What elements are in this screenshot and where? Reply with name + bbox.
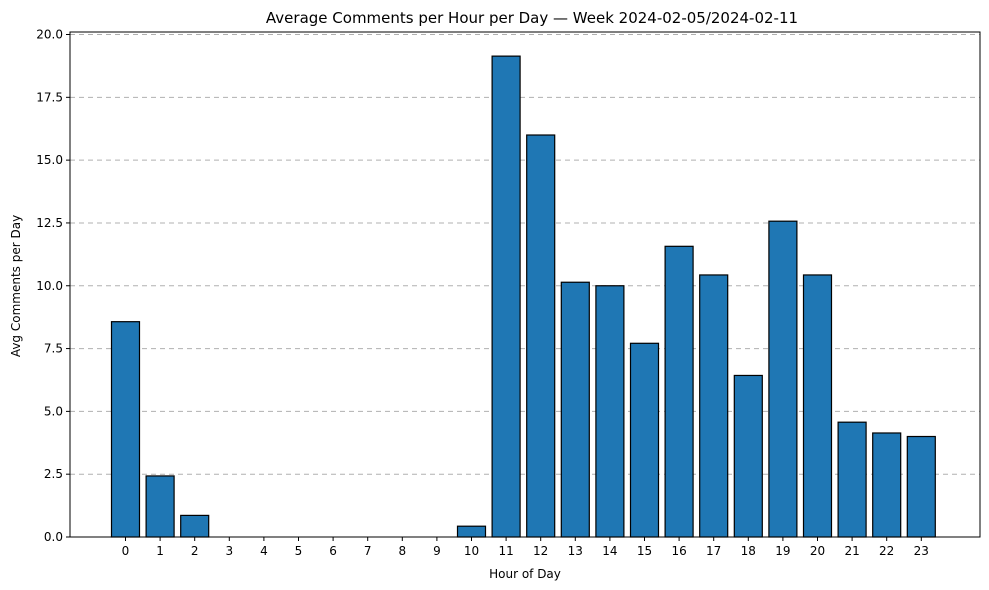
bar — [491, 55, 521, 538]
y-tick-label: 17.5 — [36, 90, 63, 104]
bar — [837, 421, 867, 538]
bar — [664, 245, 694, 538]
x-tick-label: 4 — [260, 544, 268, 558]
x-tick-label: 7 — [364, 544, 372, 558]
plot-frame — [69, 31, 981, 538]
x-tick-label: 3 — [225, 544, 233, 558]
y-tick-label: 5.0 — [44, 404, 63, 418]
chart-title: Average Comments per Hour per Day — Week… — [266, 9, 798, 27]
bar — [526, 134, 556, 538]
y-tick-label: 20.0 — [36, 28, 63, 42]
bar — [110, 321, 141, 538]
x-tick-label: 20 — [810, 544, 825, 558]
x-tick-label: 15 — [637, 544, 652, 558]
y-tick-label: 2.5 — [44, 467, 63, 481]
x-axis-label: Hour of Day — [489, 567, 561, 581]
y-tick-label: 15.0 — [36, 153, 63, 167]
y-tick-label: 12.5 — [36, 216, 63, 230]
y-tick-label: 10.0 — [36, 279, 63, 293]
x-tick-label: 11 — [498, 544, 513, 558]
y-tick-label: 7.5 — [44, 342, 63, 356]
x-tick-label: 12 — [533, 544, 548, 558]
bars — [110, 55, 936, 538]
x-tick-label: 0 — [122, 544, 130, 558]
x-tick-label: 1 — [156, 544, 164, 558]
x-tick-label: 14 — [602, 544, 617, 558]
y-axis-ticks: 0.0 2.5 5.0 7.5 10.0 12.5 15.0 17.5 20.0 — [36, 28, 70, 544]
bar — [906, 435, 936, 538]
x-axis-ticks: 0 1 2 3 4 5 6 7 8 9 10 11 12 13 14 15 16 17 18 19 20 21 22 23 — [122, 537, 929, 558]
bar — [802, 274, 833, 538]
bar — [456, 525, 487, 538]
bar — [699, 274, 729, 538]
bar — [872, 432, 902, 538]
x-tick-label: 19 — [775, 544, 790, 558]
x-tick-label: 23 — [914, 544, 929, 558]
y-tick-label: 0.0 — [44, 530, 63, 544]
bar — [180, 514, 210, 538]
x-tick-label: 22 — [879, 544, 894, 558]
x-tick-label: 8 — [398, 544, 406, 558]
x-tick-label: 5 — [295, 544, 303, 558]
bar — [733, 374, 763, 538]
x-tick-label: 18 — [741, 544, 756, 558]
x-tick-label: 17 — [706, 544, 721, 558]
x-tick-label: 16 — [671, 544, 686, 558]
bar — [768, 220, 798, 538]
bar — [145, 475, 175, 538]
x-tick-label: 21 — [844, 544, 859, 558]
x-tick-label: 10 — [464, 544, 479, 558]
bar — [595, 285, 625, 538]
x-tick-label: 9 — [433, 544, 441, 558]
x-tick-label: 2 — [191, 544, 199, 558]
y-axis-label: Avg Comments per Day — [9, 215, 23, 357]
x-tick-label: 13 — [568, 544, 583, 558]
bar — [560, 281, 590, 538]
bar — [629, 342, 660, 538]
x-tick-label: 6 — [329, 544, 337, 558]
